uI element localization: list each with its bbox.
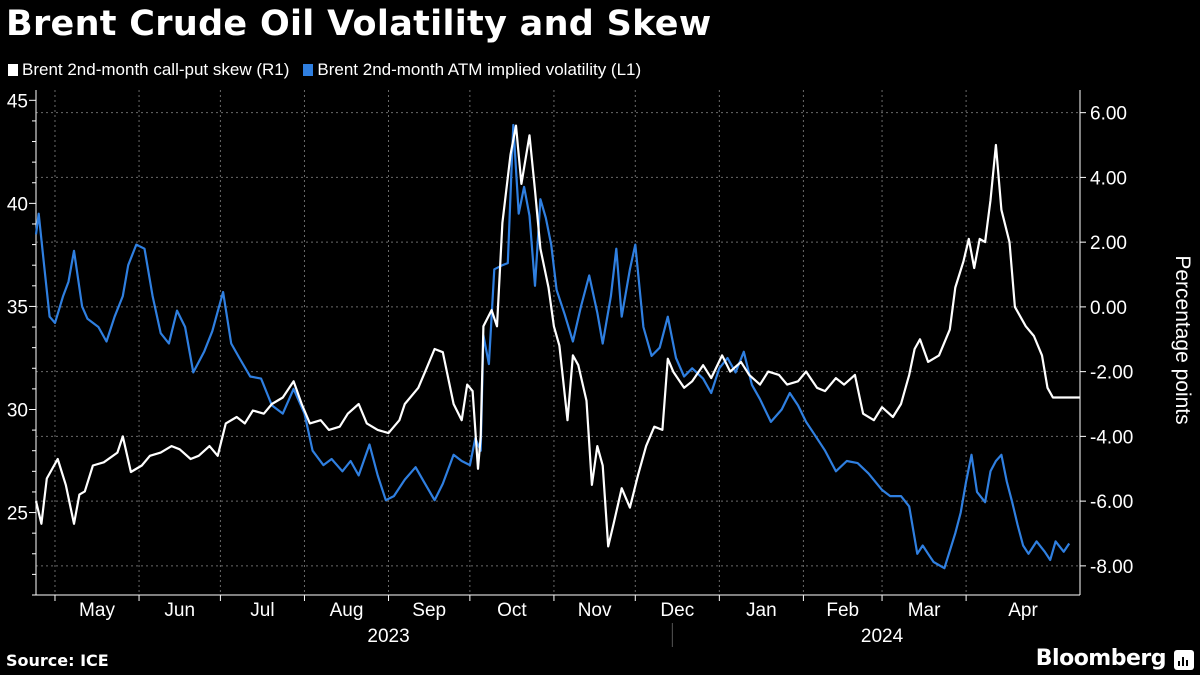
month-label: Jul [250,600,274,621]
legend-swatch-volatility [303,64,314,76]
right-tick-label: 0.00 [1090,298,1127,319]
legend-item-skew: Brent 2nd-month call-put skew (R1) [8,60,289,80]
right-tick-label: -8.00 [1090,557,1133,578]
month-label: Dec [660,600,694,621]
year-label: 2023 [367,626,409,647]
month-label: Aug [330,600,364,621]
right-tick-label: 6.00 [1090,104,1127,125]
bloomberg-chart-icon [1174,650,1194,670]
month-label: Sep [412,600,446,621]
right-tick-label: -6.00 [1090,492,1133,513]
legend-swatch-skew [8,64,18,76]
right-tick-label: 2.00 [1090,233,1127,254]
left-tick-label: 35 [7,297,28,318]
month-label: May [79,600,115,621]
month-label: Apr [1008,600,1038,621]
year-label: 2024 [861,626,904,647]
month-label: Nov [578,600,612,621]
legend-label-skew: Brent 2nd-month call-put skew (R1) [22,60,290,79]
legend: Brent 2nd-month call-put skew (R1) Brent… [8,60,641,80]
bloomberg-logo: Bloomberg [1035,646,1167,671]
month-label: Feb [826,600,859,621]
legend-item-volatility: Brent 2nd-month ATM implied volatility (… [303,60,641,80]
right-tick-label: 4.00 [1090,168,1127,189]
series-line-volatility [34,123,1071,570]
month-label: Jan [746,600,777,621]
month-label: Mar [908,600,941,621]
left-tick-label: 40 [7,194,28,215]
source-note: Source: ICE [6,651,109,670]
series-line-skew [34,124,1080,548]
legend-label-volatility: Brent 2nd-month ATM implied volatility (… [317,60,642,79]
chart-title: Brent Crude Oil Volatility and Skew [6,4,712,44]
left-tick-label: 45 [7,91,28,112]
month-label: Oct [497,600,527,621]
right-tick-label: -2.00 [1090,363,1133,384]
right-tick-label: -4.00 [1090,427,1133,448]
left-tick-label: 25 [7,504,28,525]
right-axis-label: Percentage points [1171,255,1194,424]
month-label: Jun [164,600,195,621]
left-tick-label: 30 [7,400,28,421]
